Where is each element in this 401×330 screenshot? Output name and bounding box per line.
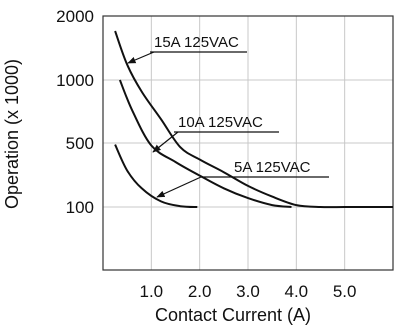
y-tick-label: 2000: [56, 7, 94, 26]
series-labels: 15A 125VAC 10A 125VAC 5A 125VAC: [127, 34, 329, 198]
series-line-1: [118, 79, 292, 208]
series-label-0: 15A 125VAC: [154, 34, 239, 51]
x-tick-label: 1.0: [140, 282, 164, 301]
y-tick-label: 100: [66, 198, 94, 217]
x-tick-label: 3.0: [236, 282, 260, 301]
series-line-2: [114, 144, 198, 208]
plot-frame: [102, 15, 394, 271]
series-label-1: 10A 125VAC: [178, 114, 263, 131]
x-tick-label: 4.0: [285, 282, 309, 301]
grid: [103, 16, 393, 270]
y-axis-ticks: 2000 1000 500 100: [56, 7, 94, 217]
series-curves: [114, 30, 393, 209]
x-tick-label: 5.0: [333, 282, 357, 301]
y-tick-label: 1000: [56, 71, 94, 90]
series-label-arrow: [127, 51, 155, 64]
series-label-arrow: [156, 176, 202, 198]
series-label-2: 5A 125VAC: [234, 159, 311, 176]
x-axis-ticks: 1.0 2.0 3.0 4.0 5.0: [140, 282, 357, 301]
x-tick-label: 2.0: [188, 282, 212, 301]
y-tick-label: 500: [66, 134, 94, 153]
y-axis-title: Operation (x 1000): [2, 59, 22, 209]
series-line-0: [114, 30, 393, 209]
x-axis-title: Contact Current (A): [155, 305, 311, 325]
series-label-arrow: [152, 131, 179, 153]
